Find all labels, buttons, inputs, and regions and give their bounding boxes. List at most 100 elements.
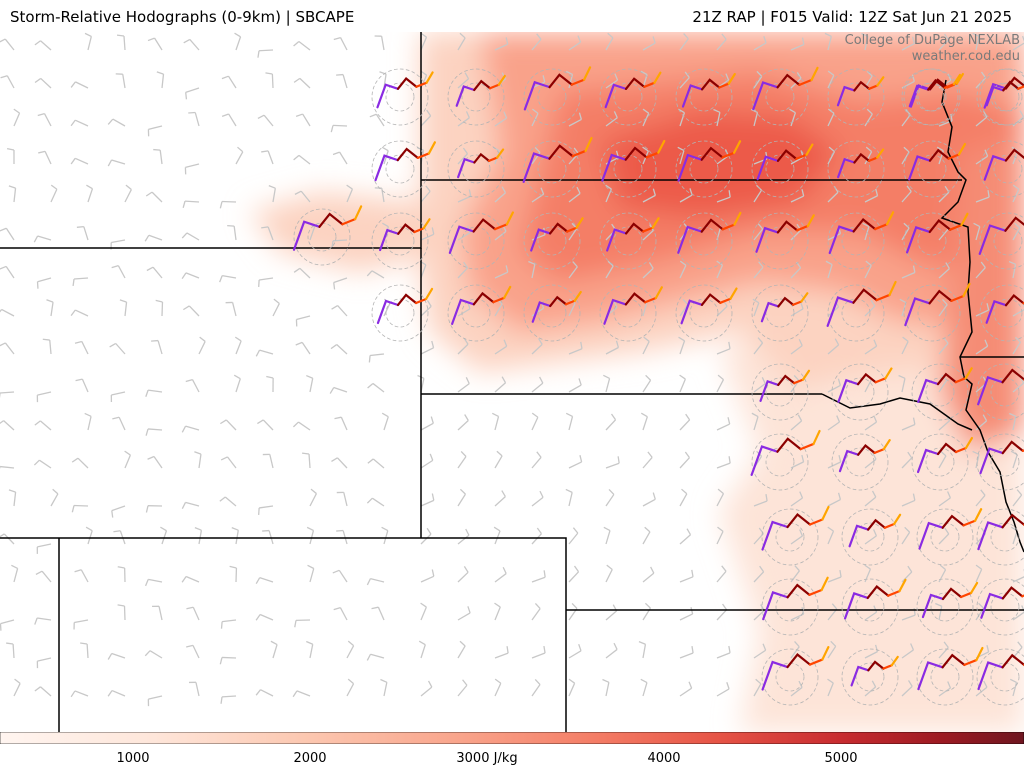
wind-barb: [74, 569, 89, 583]
wind-barb: [115, 73, 126, 89]
wind-barb: [494, 37, 509, 51]
wind-barb: [124, 184, 132, 203]
wind-barb: [186, 606, 200, 621]
wind-barb: [716, 260, 724, 279]
wind-barb: [71, 504, 89, 513]
wind-barb: [0, 465, 15, 469]
wind-barb: [0, 308, 15, 317]
wind-barb: [420, 493, 435, 507]
wind-barb: [119, 299, 128, 317]
wind-barb: [220, 619, 237, 629]
wind-barb: [147, 455, 163, 469]
wind-barb: [110, 391, 126, 403]
wind-barb: [295, 113, 311, 127]
hodograph: [978, 212, 1024, 270]
wind-barb: [144, 234, 163, 242]
wind-barb: [72, 277, 89, 287]
hodograph: [841, 578, 907, 636]
wind-barb: [790, 454, 805, 469]
wind-barb: [33, 235, 52, 243]
wind-barb: [457, 528, 470, 545]
wind-barb: [938, 337, 949, 355]
wind-barb: [679, 646, 694, 659]
wind-barb: [346, 678, 355, 697]
hodograph: [599, 139, 666, 198]
wind-barb: [753, 377, 766, 393]
wind-barb: [198, 336, 206, 355]
wind-barb: [293, 77, 311, 89]
wind-barb: [1012, 222, 1021, 241]
wind-barb: [531, 678, 541, 697]
wind-barb: [494, 450, 503, 469]
wind-barb: [292, 421, 311, 431]
hodograph: [447, 140, 505, 198]
hodograph: [371, 68, 434, 126]
wind-barb: [975, 564, 983, 583]
sbcape-colorbar: [0, 732, 1024, 744]
hodograph: [447, 284, 512, 342]
wind-barb: [605, 340, 620, 355]
wind-barb: [420, 340, 435, 355]
hodograph: [979, 284, 1024, 342]
wind-barb: [827, 678, 834, 697]
wind-barb: [181, 501, 200, 509]
cape-contour-core: [600, 112, 840, 217]
wind-barb: [294, 190, 311, 203]
wind-barb: [50, 184, 58, 203]
wind-barb: [790, 414, 803, 431]
wind-barb: [420, 602, 427, 621]
wind-barb: [306, 526, 315, 545]
wind-barb: [716, 682, 730, 697]
wind-barb: [494, 602, 501, 621]
wind-barb: [219, 274, 237, 283]
wind-barb: [36, 277, 52, 289]
wind-barb: [0, 265, 15, 279]
hodograph: [916, 578, 979, 636]
wind-barb: [679, 488, 688, 507]
wind-barb: [42, 338, 52, 355]
wind-barb: [640, 678, 648, 697]
wind-barb: [824, 32, 832, 51]
wind-barb: [642, 262, 654, 279]
wind-barb: [85, 526, 93, 545]
hodograph: [523, 66, 592, 126]
wind-barb: [188, 111, 200, 127]
hodograph: [523, 284, 582, 342]
wind-barb: [825, 260, 833, 279]
wind-barb: [420, 453, 434, 469]
wind-barb: [182, 200, 200, 209]
wind-barb: [753, 565, 765, 583]
credit-institution: College of DuPage NEXLAB: [844, 33, 1020, 48]
wind-barb: [790, 529, 804, 545]
wind-barb: [457, 606, 471, 621]
wind-barb: [457, 377, 470, 393]
wind-barb: [642, 451, 653, 469]
wind-barb: [713, 108, 721, 127]
wind-barb: [864, 680, 877, 697]
hodograph: [599, 68, 662, 126]
wind-barb: [531, 527, 542, 545]
wind-barb: [531, 603, 541, 621]
wind-barb: [155, 299, 164, 317]
wind-barb: [494, 111, 508, 127]
hodograph: [976, 648, 1024, 706]
wind-barb: [116, 34, 126, 51]
hodograph: [675, 140, 742, 198]
wind-barb: [418, 640, 426, 659]
wind-barb: [265, 72, 274, 89]
wind-barb: [225, 301, 237, 317]
wind-barb: [111, 505, 126, 518]
wind-barb: [292, 690, 311, 698]
wind-barb: [901, 565, 913, 583]
wind-barb: [366, 270, 385, 279]
wind-barb: [107, 118, 126, 127]
colorbar-label-2000: 2000: [293, 751, 327, 766]
wind-barb: [84, 32, 92, 51]
hodograph: [371, 212, 431, 270]
wind-barb: [568, 565, 580, 583]
wind-barb: [901, 643, 915, 659]
wind-barb: [568, 35, 582, 51]
wind-barb: [864, 339, 878, 355]
wind-barb: [145, 389, 163, 397]
model-run-info: 21Z RAP | F015 Valid: 12Z Sat Jun 21 202…: [692, 8, 1012, 26]
